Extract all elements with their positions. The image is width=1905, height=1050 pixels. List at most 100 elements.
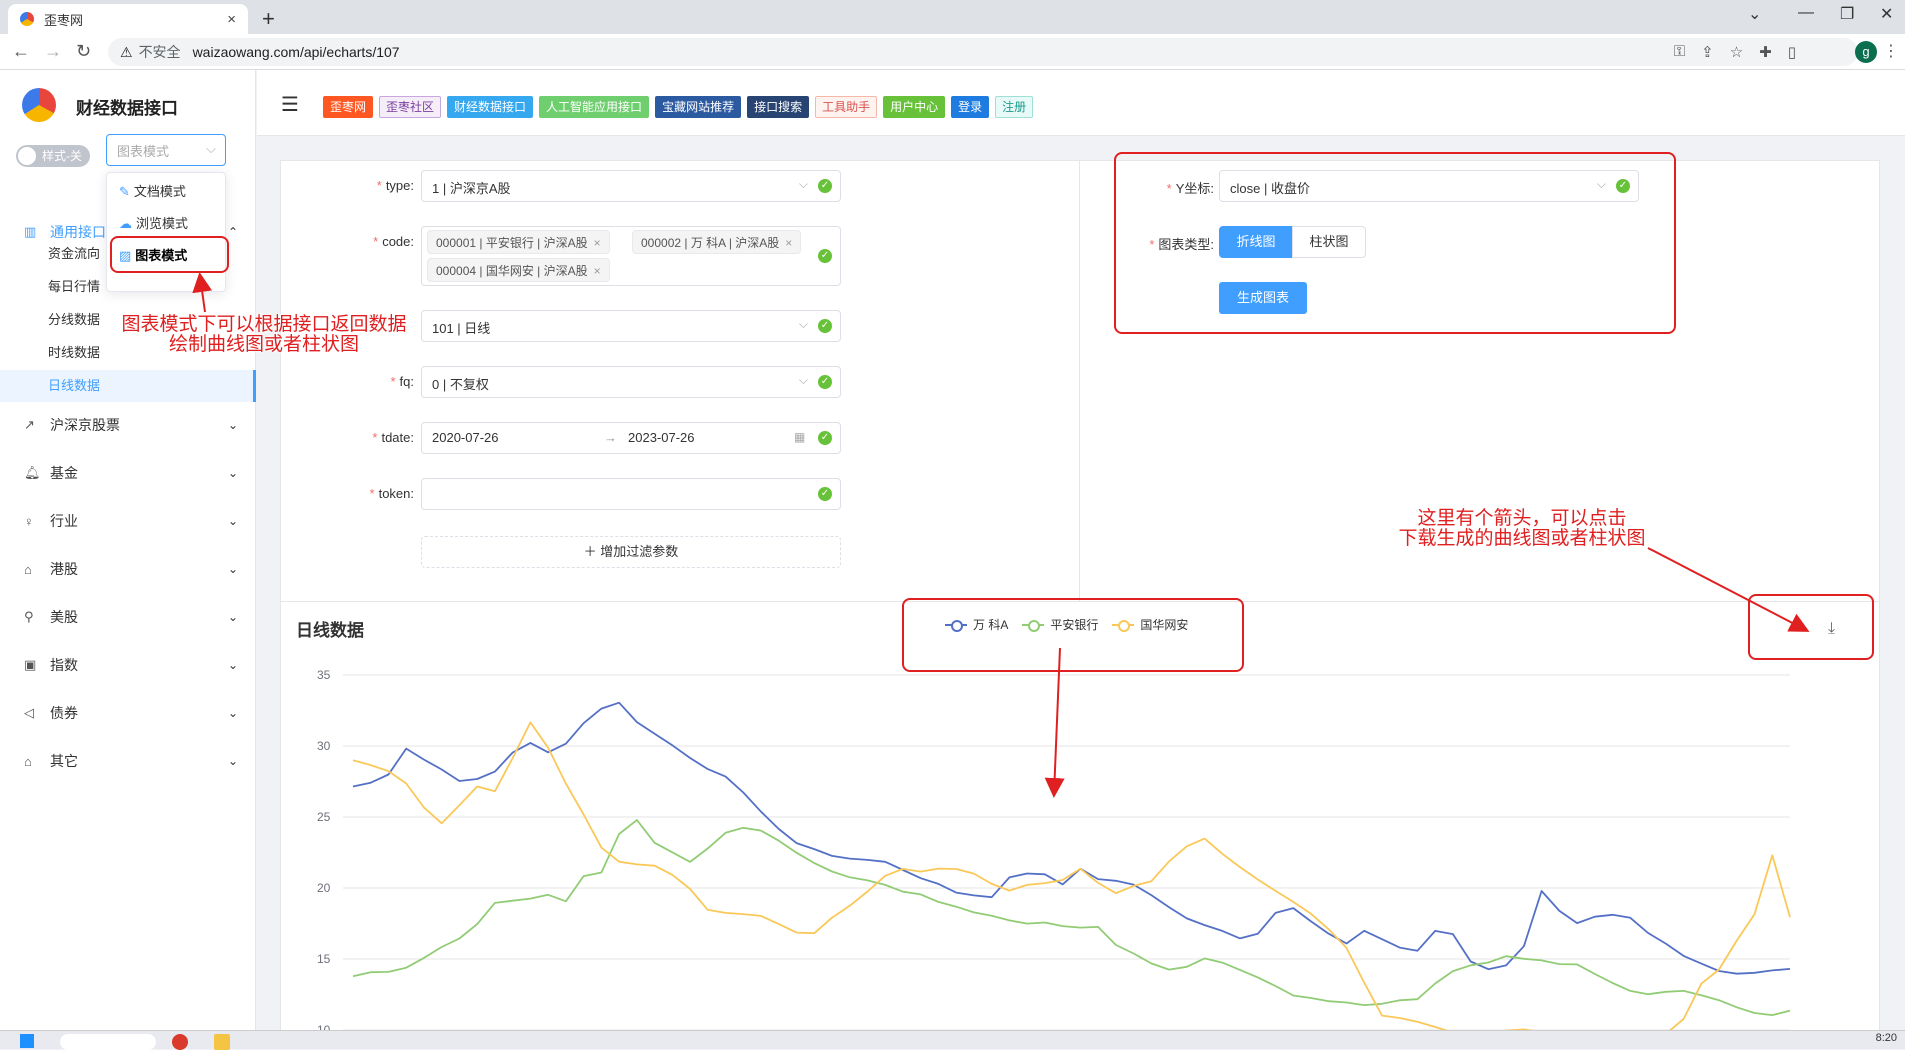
url-text: waizaowang.com/api/echarts/107: [192, 44, 400, 60]
nav-tag[interactable]: 登录: [951, 96, 990, 118]
nav-tag[interactable]: 财经数据接口: [447, 96, 534, 118]
style-toggle[interactable]: 样式-关: [16, 145, 90, 167]
nav-tag[interactable]: 接口搜索: [747, 96, 810, 118]
share-icon[interactable]: ⇪: [1701, 44, 1714, 61]
nav-tag[interactable]: 歪枣网: [323, 96, 374, 118]
chart-title: 日线数据: [296, 621, 364, 640]
legend-swatch: [945, 619, 967, 632]
reload-icon[interactable]: ↻: [76, 41, 92, 61]
windows-start-icon[interactable]: [20, 1034, 34, 1048]
folder-icon[interactable]: [214, 1034, 230, 1050]
annotation-download-note: 这里有个箭头，可以点击 下载生成的曲线图或者柱状图: [1398, 507, 1646, 549]
y-axis-select[interactable]: close | 收盘价 ⌵ ✓: [1219, 170, 1639, 202]
chip-close-icon[interactable]: ×: [593, 264, 601, 278]
annotation-box-legend: [902, 598, 1244, 672]
nav-tags: 歪枣网 歪枣社区 财经数据接口 人工智能应用接口 宝藏网站推荐 接口搜索 工具助手 用户中心登…: [323, 96, 1034, 118]
submenu-hourly-data[interactable]: 时线数据: [48, 345, 101, 360]
new-tab-icon[interactable]: +: [262, 6, 275, 31]
legend-item[interactable]: 国华网安: [1112, 616, 1188, 633]
menu-bond[interactable]: ◁ 债券 ⌄: [24, 705, 238, 721]
ktype-select[interactable]: 101 | 日线 ⌵ ✓: [421, 310, 841, 342]
mode-option-browse[interactable]: ☁ 浏览模式: [119, 216, 189, 231]
speaker-icon: ◁: [24, 705, 34, 720]
chip-close-icon[interactable]: ×: [785, 236, 793, 250]
y-axis-label: * Y坐标:: [1166, 181, 1214, 196]
annotation-box-mode: [110, 236, 229, 273]
window-close-icon[interactable]: ✕: [1880, 6, 1894, 23]
type-select[interactable]: 1 | 沪深京A股 ⌵ ✓: [421, 170, 841, 202]
nav-tag[interactable]: 歪枣社区: [379, 96, 442, 118]
submenu-fund-flow[interactable]: 资金流向: [48, 246, 101, 261]
house-icon: ⌂: [24, 753, 32, 769]
chart-legend: 万 科A 平安银行 国华网安: [945, 616, 1188, 633]
nav-tag[interactable]: 宝藏网站推荐: [655, 96, 742, 118]
submenu-daily-data[interactable]: 日线数据: [0, 370, 256, 402]
nav-tag[interactable]: 注册: [995, 96, 1034, 118]
code-label: * code:: [373, 234, 414, 249]
os-taskbar: 8:20: [0, 1030, 1905, 1050]
chart-type-label: * 图表类型:: [1149, 237, 1214, 252]
fq-label: * fq:: [390, 374, 414, 389]
menu-other[interactable]: ⌂ 其它 ⌄: [24, 753, 238, 769]
tab-list-chevron-icon[interactable]: ⌄: [1748, 6, 1762, 23]
taskbar-search[interactable]: [60, 1034, 156, 1050]
fq-select[interactable]: 0 | 不复权 ⌵ ✓: [421, 366, 841, 398]
legend-item[interactable]: 万 科A: [945, 616, 1008, 633]
extensions-icon[interactable]: ✚: [1759, 44, 1772, 61]
tdate-range[interactable]: 2020-07-26 ✓: [421, 422, 841, 454]
submenu-minute-data[interactable]: 分线数据: [48, 312, 101, 327]
sidepanel-icon[interactable]: ▯: [1787, 44, 1796, 61]
y-tick-label: 20: [317, 881, 331, 895]
menu-industry[interactable]: ♀ 行业 ⌄: [24, 513, 238, 529]
date-range-arrow-icon: →: [604, 430, 617, 445]
star-icon[interactable]: ☆: [1729, 44, 1744, 61]
legend-item[interactable]: 平安银行: [1022, 616, 1098, 633]
menu-general-api[interactable]: ▥ 通用接口 ⌃: [24, 224, 238, 240]
tdate-end[interactable]: 2023-07-26: [628, 430, 695, 445]
nav-tag[interactable]: 人工智能应用接口: [539, 96, 650, 118]
minimize-icon[interactable]: —: [1798, 4, 1814, 21]
add-filter-button[interactable]: ＋ 增加过滤参数: [421, 536, 841, 568]
restore-icon[interactable]: ❐: [1840, 6, 1855, 23]
mode-select[interactable]: 图表模式 ⌵: [106, 134, 226, 166]
mode-option-chart[interactable]: ▨ 图表模式: [119, 248, 188, 263]
profile-avatar[interactable]: g: [1855, 41, 1877, 63]
check-icon: ✓: [818, 319, 832, 333]
generate-chart-button[interactable]: 生成图表: [1219, 282, 1307, 314]
browser-tab-bar: 歪枣网 × + ⌄ — ❐ ✕: [0, 0, 1905, 34]
menu-us-shares[interactable]: ⚲ 美股 ⌄: [24, 609, 238, 625]
url-field[interactable]: ⚠ 不安全 waizaowang.com/api/echarts/107 ⚿ ⇪…: [108, 38, 1858, 66]
mode-option-doc[interactable]: ✎ 文档模式: [119, 184, 186, 199]
forward-icon[interactable]: →: [44, 41, 62, 61]
tablet-icon: ▣: [24, 657, 37, 672]
back-icon[interactable]: ←: [12, 41, 30, 61]
menu-collapse-icon[interactable]: ☰: [281, 94, 299, 116]
chip-close-icon[interactable]: ×: [593, 236, 601, 250]
chart-type-bar[interactable]: 柱状图: [1292, 226, 1366, 258]
browser-tab[interactable]: 歪枣网 ×: [8, 4, 248, 34]
chevron-down-icon: ⌵: [1596, 177, 1606, 191]
submenu-daily-quote[interactable]: 每日行情: [48, 279, 101, 294]
clock: 8:20: [1875, 1032, 1897, 1044]
nav-tag[interactable]: 工具助手: [815, 96, 878, 118]
chevron-down-icon: ⌄: [227, 562, 238, 576]
taskbar-app-icon[interactable]: [172, 1034, 188, 1050]
chart-type-line[interactable]: 折线图: [1219, 226, 1293, 258]
key-icon[interactable]: ⚿: [1673, 43, 1686, 60]
nav-tag[interactable]: 用户中心: [883, 96, 946, 118]
chevron-up-icon: ⌃: [227, 225, 238, 239]
download-icon[interactable]: ⤓: [1828, 620, 1836, 637]
menu-index[interactable]: ▣ 指数 ⌄: [24, 657, 238, 673]
panel-divider: [1079, 160, 1080, 602]
tdate-start[interactable]: 2020-07-26: [432, 430, 499, 445]
chevron-down-icon: ⌵: [798, 373, 808, 387]
building-icon: ⌂: [24, 561, 32, 577]
token-input[interactable]: ✓: [421, 478, 841, 510]
code-chip: 000001 | 平安银行 | 沪深A股 ×: [427, 230, 610, 254]
browser-menu-icon[interactable]: ⋮: [1883, 43, 1899, 60]
menu-fund[interactable]: 🔔︎ 基金 ⌄: [24, 465, 238, 481]
menu-hk-shares[interactable]: ⌂ 港股 ⌄: [24, 561, 238, 577]
tab-close-icon[interactable]: ×: [227, 10, 236, 28]
token-label: * token:: [369, 486, 414, 501]
menu-a-shares[interactable]: ↗ 沪深京股票 ⌄: [24, 417, 238, 433]
